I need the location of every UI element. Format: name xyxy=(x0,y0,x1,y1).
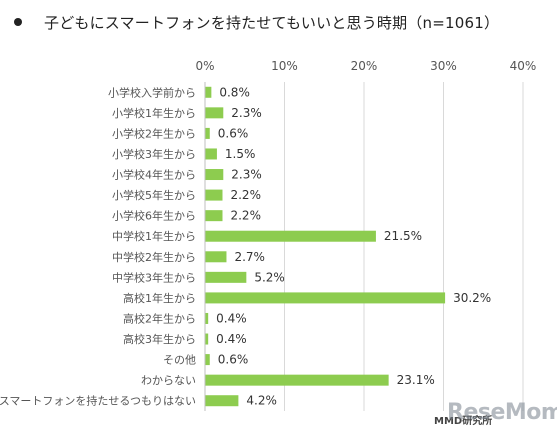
category-label: 小学校1年生から xyxy=(112,106,196,120)
category-label: 小学校5年生から xyxy=(112,188,196,202)
bar xyxy=(205,292,446,304)
x-tick-label-10: 10% xyxy=(271,59,298,73)
value-label: 5.2% xyxy=(254,270,285,284)
bar xyxy=(205,312,209,324)
category-label: 小学校3年生から xyxy=(112,147,196,161)
category-label: 小学校6年生から xyxy=(112,209,196,223)
bar xyxy=(205,169,224,181)
category-label: 高校1年生から xyxy=(123,291,196,305)
bar xyxy=(205,333,209,345)
x-tick-label-40: 40% xyxy=(510,59,537,73)
value-label: 0.4% xyxy=(216,311,247,325)
category-label: 中学校2年生から xyxy=(112,250,196,264)
category-label: その他 xyxy=(163,354,196,367)
bar xyxy=(205,251,227,263)
value-label: 0.6% xyxy=(218,353,249,367)
value-label: 0.6% xyxy=(218,126,249,140)
bar xyxy=(205,374,389,386)
value-label: 2.3% xyxy=(231,106,262,120)
source-credit: MMD研究所 xyxy=(434,416,493,427)
value-label: 2.7% xyxy=(234,250,265,264)
category-label: 小学校2年生から xyxy=(112,126,196,140)
value-label: 2.2% xyxy=(230,209,260,223)
value-label: 1.5% xyxy=(225,147,256,161)
value-label: 2.2% xyxy=(230,188,260,202)
chart-title-row: 子どもにスマートフォンを持たせてもいいと思う時期（n=1061） xyxy=(14,12,499,32)
value-label: 30.2% xyxy=(453,291,491,305)
x-tick-label-30: 30% xyxy=(430,59,457,73)
value-label: 21.5% xyxy=(384,229,422,243)
category-label: わからない xyxy=(141,374,196,387)
bar xyxy=(205,230,376,242)
category-label: 高校3年生から xyxy=(123,332,196,346)
watermark-logo: ReseMom xyxy=(447,400,557,425)
bar xyxy=(205,127,210,139)
x-tick-label-20: 20% xyxy=(351,59,378,73)
category-label: 中学校3年生から xyxy=(112,270,196,284)
bar xyxy=(205,107,224,119)
value-label: 0.4% xyxy=(216,332,247,346)
bar xyxy=(205,395,239,407)
chart-title: 子どもにスマートフォンを持たせてもいいと思う時期（n=1061） xyxy=(44,13,500,32)
value-label: 23.1% xyxy=(397,373,435,387)
category-label: 中学校1年生から xyxy=(112,229,196,243)
bar xyxy=(205,271,247,283)
bar xyxy=(205,354,210,366)
bar xyxy=(205,189,223,201)
category-label: 高校2年生から xyxy=(123,311,196,325)
category-label: 小学校入学前から xyxy=(108,85,196,99)
bullet-icon xyxy=(14,18,22,26)
category-label: スマートフォンを持たせるつもりはない xyxy=(0,394,196,408)
bar xyxy=(205,86,212,98)
value-label: 4.2% xyxy=(246,394,277,408)
value-label: 0.8% xyxy=(219,85,250,99)
category-label: 小学校4年生から xyxy=(112,168,196,182)
x-tick-label-0: 0% xyxy=(195,59,214,73)
bar xyxy=(205,148,217,160)
value-label: 2.3% xyxy=(231,168,262,182)
bar xyxy=(205,210,223,222)
